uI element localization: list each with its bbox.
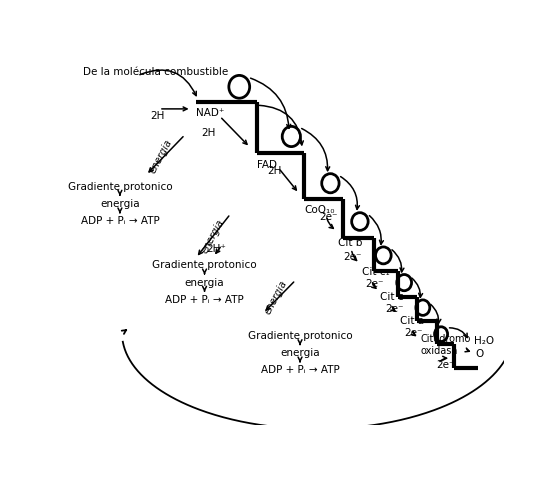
Text: 2e⁻: 2e⁻ xyxy=(404,328,423,338)
Text: CoQ₁₀: CoQ₁₀ xyxy=(305,205,335,215)
Text: Cit b: Cit b xyxy=(338,238,362,248)
Text: energia: energia xyxy=(280,348,320,358)
Text: energia: energia xyxy=(100,199,140,209)
Text: energia: energia xyxy=(185,278,225,288)
Text: ADP + Pᵢ → ATP: ADP + Pᵢ → ATP xyxy=(165,294,244,304)
Text: H₂O: H₂O xyxy=(474,336,494,346)
Text: 2H⁺: 2H⁺ xyxy=(206,244,226,254)
Text: energia: energia xyxy=(148,138,174,175)
Text: Gradiente protonico: Gradiente protonico xyxy=(152,261,257,271)
Text: Cit c₁: Cit c₁ xyxy=(362,267,389,277)
Text: 2H: 2H xyxy=(150,111,165,121)
Text: 2H: 2H xyxy=(201,128,216,138)
Text: Citodromo
oxidasa: Citodromo oxidasa xyxy=(421,335,471,356)
Text: 2e⁻: 2e⁻ xyxy=(385,304,404,315)
Text: energia: energia xyxy=(263,279,290,316)
Text: 2e⁻: 2e⁻ xyxy=(320,212,338,222)
Text: Gradiente protonico: Gradiente protonico xyxy=(248,331,352,341)
Text: ADP + Pᵢ → ATP: ADP + Pᵢ → ATP xyxy=(260,365,339,375)
Text: Gradiente protonico: Gradiente protonico xyxy=(68,182,172,192)
Text: 2e⁻: 2e⁻ xyxy=(437,359,455,369)
Text: Cit a: Cit a xyxy=(400,316,424,326)
Text: FAD: FAD xyxy=(258,161,278,171)
Text: O: O xyxy=(476,348,484,358)
Text: Cit c: Cit c xyxy=(380,292,404,302)
Text: ADP + Pᵢ → ATP: ADP + Pᵢ → ATP xyxy=(81,216,159,226)
Text: energia: energia xyxy=(200,217,226,255)
Text: 2e⁻: 2e⁻ xyxy=(343,252,362,262)
Text: NAD⁺: NAD⁺ xyxy=(196,108,224,118)
Text: De la molécula combustible: De la molécula combustible xyxy=(83,67,228,77)
Text: 2e⁻: 2e⁻ xyxy=(365,279,384,289)
Text: 2H: 2H xyxy=(268,166,282,176)
